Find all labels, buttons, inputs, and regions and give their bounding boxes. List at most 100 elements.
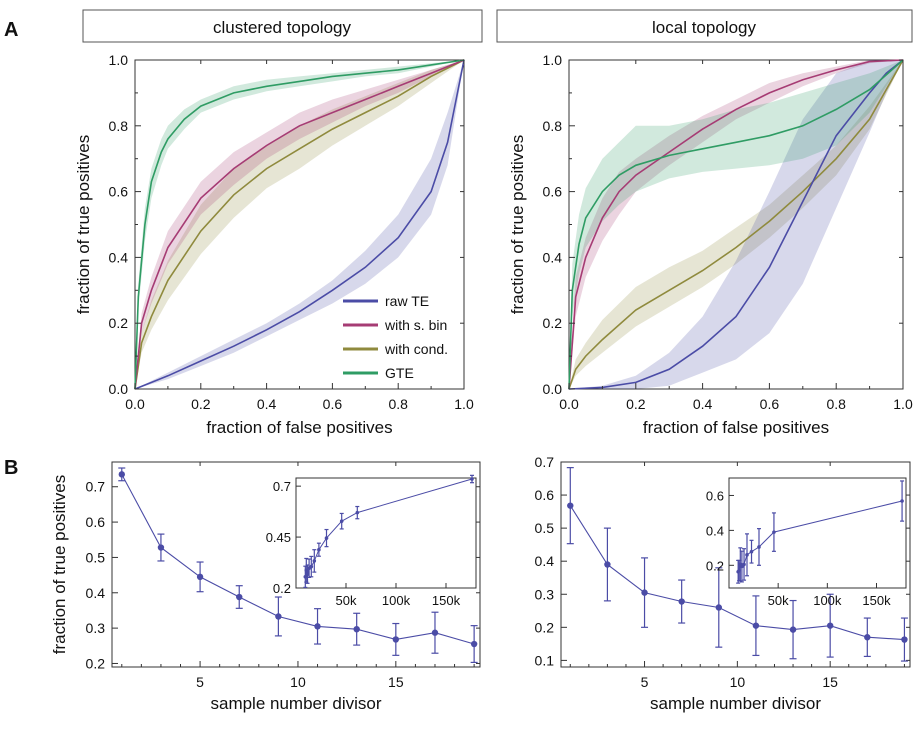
inset-data-point: [309, 564, 314, 569]
y-tick-label: 0.0: [109, 381, 129, 397]
inset-frame: [295, 477, 477, 589]
x-tick-label: 1.0: [454, 396, 474, 412]
data-point: [604, 561, 611, 568]
legend: raw TE with s. bin with cond. GTE: [343, 293, 448, 381]
y-tick-label: 0.2: [109, 315, 129, 331]
y-tick-label: 0.1: [535, 652, 555, 668]
line-raw: [568, 59, 904, 390]
line-sbin: [134, 59, 465, 390]
y-axis-label-local: fraction of true positives: [508, 135, 527, 315]
inset-x-tick-label: 100k: [382, 593, 411, 608]
inset-x-tick-label: 100k: [813, 593, 842, 608]
data-point: [353, 625, 360, 633]
band-raw: [569, 60, 903, 389]
legend-label-with-s-bin: with s. bin: [384, 317, 447, 333]
data-point: [275, 613, 282, 620]
data-point: [901, 636, 908, 643]
x-tick-label: 0.2: [191, 396, 211, 412]
y-tick-label: 0.6: [543, 184, 563, 200]
series-line: [569, 505, 905, 641]
y-tick-label: 0.4: [109, 249, 129, 265]
title-box-clustered: [82, 9, 483, 43]
line-gte: [568, 59, 904, 390]
data-point: [157, 544, 165, 551]
x-tick-label: 0.2: [626, 396, 646, 412]
x-axis-label-left: sample number divisor: [210, 694, 381, 713]
x-tick-label: 0.8: [826, 396, 846, 412]
x-axis-label-clustered: fraction of false positives: [206, 418, 392, 437]
data-point: [752, 622, 760, 629]
legend-label-raw-te: raw TE: [385, 293, 429, 309]
series-line: [121, 474, 475, 645]
panel-label-b: B: [4, 457, 18, 479]
plot-local-topology: 0.00.0 0.2 0.2 0.4 0.4 0.6 0.6 0.8 0.8 1.0 1.0 frac…: [508, 52, 913, 437]
inset-data-point: [757, 545, 761, 549]
data-point: [641, 589, 648, 596]
y-tick-label: 0.5: [86, 549, 106, 565]
x-tick-label: 0.0: [125, 396, 145, 412]
data-point: [314, 623, 321, 630]
line-sbin: [568, 59, 904, 390]
x-tick-label: 0.8: [388, 396, 408, 412]
title-box-local: [496, 9, 913, 43]
y-tick-label: 0.8: [543, 118, 563, 134]
plot-sample-divisor-left: 5 10 15 0.2 0.3 0.4 0.5 0.6 0.7 sample number div…: [50, 461, 481, 713]
legend-label-gte: GTE: [385, 365, 414, 381]
inset-y-tick-label: 0.4: [706, 523, 724, 538]
x-tick-label: 0.4: [693, 396, 713, 412]
plot-frame: [111, 461, 481, 668]
data-point: [678, 598, 685, 605]
data-point: [826, 622, 834, 629]
x-tick-label: 0.6: [760, 396, 780, 412]
inset-data-point: [339, 519, 344, 523]
y-tick-label: 0.6: [86, 514, 106, 530]
x-tick-label: 5: [196, 674, 204, 690]
y-tick-label: 0.2: [543, 315, 563, 331]
x-tick-label: 0.4: [257, 396, 277, 412]
y-tick-label: 1.0: [543, 52, 563, 68]
y-tick-label: 0.0: [543, 381, 563, 397]
x-tick-label: 0.6: [323, 396, 343, 412]
data-point: [236, 593, 243, 601]
line-gte: [134, 59, 465, 390]
inset-data-point: [742, 562, 746, 567]
y-tick-label: 0.2: [86, 655, 106, 671]
y-tick-label: 0.7: [86, 479, 106, 495]
data-point: [392, 636, 400, 643]
data-point: [470, 640, 478, 648]
y-tick-label: 0.2: [535, 619, 555, 635]
line-cond: [568, 59, 904, 390]
y-tick-label: 0.5: [535, 520, 555, 536]
panel-label-a: A: [4, 19, 18, 41]
plot-frame: [560, 461, 911, 668]
data-point: [864, 634, 871, 641]
inset-data-point: [900, 499, 904, 503]
inset-frame: [728, 477, 907, 589]
data-point: [715, 604, 722, 611]
inset-y-tick-label: 0.45: [266, 530, 291, 545]
band-cond: [569, 60, 903, 389]
inset-y-tick-label: 0.6: [706, 488, 724, 503]
plot-clustered-topology: 0.00.0 0.2 0.2 0.4 0.4 0.6 0.6 0.8 0.8 1.0 1.0 frac…: [74, 52, 474, 437]
x-tick-label: 15: [822, 674, 838, 690]
y-tick-label: 0.4: [543, 249, 563, 265]
data-point: [196, 573, 204, 581]
y-tick-label: 0.3: [535, 586, 555, 602]
inset-y-tick-label: 0.7: [273, 479, 291, 494]
inset-x-tick-label: 150k: [432, 593, 461, 608]
inset-x-tick-label: 50k: [336, 593, 357, 608]
legend-label-with-cond: with cond.: [384, 341, 448, 357]
x-tick-label: 15: [388, 674, 404, 690]
data-point: [431, 629, 439, 636]
x-axis-label-local: fraction of false positives: [643, 418, 829, 437]
band-gte: [569, 60, 903, 389]
inset-data-point: [772, 530, 776, 534]
inset-data-point: [745, 553, 749, 557]
band-raw: [135, 60, 464, 389]
plot-sample-divisor-right: 5 10 15 0.1 0.2 0.3 0.4 0.5 0.6 0.7 sample number …: [535, 454, 911, 713]
y-tick-label: 0.6: [109, 184, 129, 200]
inset-data-point: [470, 477, 474, 481]
inset-data-point: [317, 547, 321, 552]
inset-y-tick-label: 0.2: [706, 558, 724, 573]
